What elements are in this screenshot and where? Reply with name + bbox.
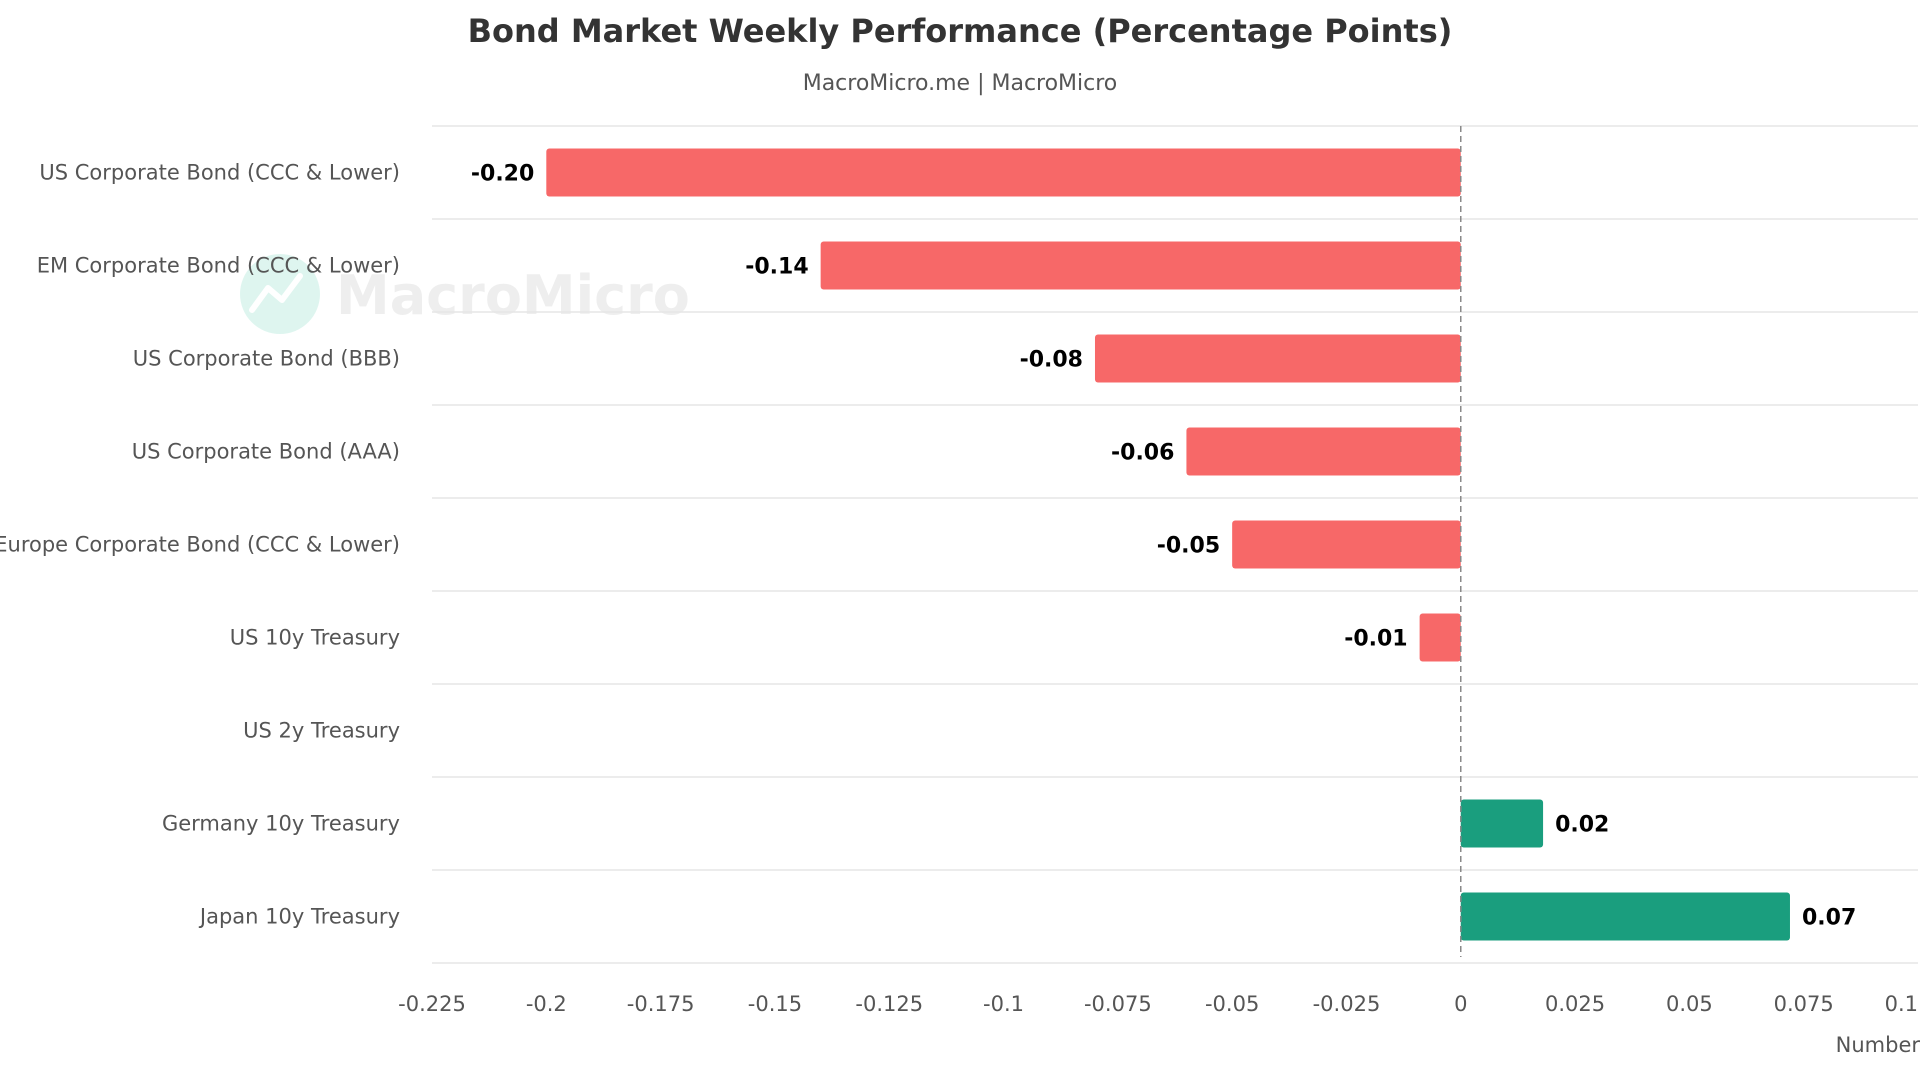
x-tick-label: -0.025 [1313, 992, 1381, 1016]
category-labels: US Corporate Bond (CCC & Lower) EM Corpor… [0, 161, 400, 929]
x-tick-label: -0.225 [398, 992, 466, 1016]
category-label: US Corporate Bond (CCC & Lower) [39, 161, 400, 185]
data-label: -0.05 [1157, 534, 1220, 559]
data-label: -0.06 [1111, 441, 1174, 466]
bar [1186, 427, 1461, 476]
chart-subtitle: MacroMicro.me | MacroMicro [803, 71, 1118, 96]
bar [1232, 520, 1461, 569]
data-label: -0.01 [1344, 627, 1407, 652]
x-tick-label: -0.1 [983, 992, 1024, 1016]
category-label: US Corporate Bond (AAA) [132, 440, 400, 464]
x-tick-label: -0.075 [1084, 992, 1152, 1016]
bars [546, 148, 1790, 941]
chart-title: Bond Market Weekly Performance (Percenta… [468, 12, 1453, 50]
x-tick-label: -0.05 [1205, 992, 1259, 1016]
data-label: -0.14 [745, 255, 808, 280]
x-tick-label: -0.125 [855, 992, 923, 1016]
x-tick-label: 0.075 [1774, 992, 1834, 1016]
data-label: 0.07 [1802, 906, 1856, 931]
category-label: Japan 10y Treasury [198, 905, 400, 929]
watermark: MacroMicro [240, 254, 690, 334]
x-tick-label: -0.15 [748, 992, 802, 1016]
category-label: EM Corporate Bond (CCC & Lower) [37, 254, 400, 278]
data-label: -0.20 [471, 162, 534, 187]
x-tick-label: 0.05 [1666, 992, 1713, 1016]
x-tick-label: -0.2 [526, 992, 567, 1016]
data-label: -0.08 [1020, 348, 1083, 373]
x-tick-label: 0 [1454, 992, 1467, 1016]
category-label: Germany 10y Treasury [162, 812, 400, 836]
bar [1460, 892, 1790, 941]
data-label: 0.02 [1555, 813, 1609, 838]
x-tick-label: -0.175 [627, 992, 695, 1016]
category-label: US Corporate Bond (BBB) [133, 347, 400, 371]
bar [1094, 334, 1461, 383]
x-tick-label: 0.025 [1545, 992, 1605, 1016]
bar [820, 241, 1461, 290]
watermark-text: MacroMicro [336, 264, 690, 327]
category-label: US 10y Treasury [230, 626, 400, 650]
category-label: Europe Corporate Bond (CCC & Lower) [0, 533, 400, 557]
data-labels: -0.20 -0.14 -0.08 -0.06 -0.05 -0.01 0.02 0.07 [471, 162, 1856, 931]
category-label: US 2y Treasury [243, 719, 400, 743]
x-tick-label: 0.1 [1885, 992, 1918, 1016]
gridlines [432, 125, 1918, 964]
bar [1460, 799, 1544, 848]
x-axis-ticks: -0.225 -0.2 -0.175 -0.15 -0.125 -0.1 -0.075 -0.… [398, 992, 1918, 1016]
bar [1419, 613, 1461, 662]
watermark-chart-icon [249, 273, 303, 313]
x-axis-label: Number [1836, 1033, 1920, 1057]
bar [546, 148, 1461, 197]
